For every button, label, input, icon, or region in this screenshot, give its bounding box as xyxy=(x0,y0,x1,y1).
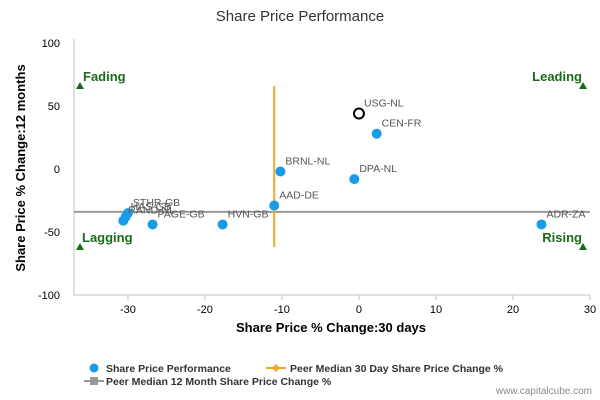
x-tick-label: 0 xyxy=(356,304,362,316)
data-label-sthr-gb: STHR-GB xyxy=(133,197,180,209)
data-point-usg-nl xyxy=(352,107,365,120)
chart-title: Share Price Performance xyxy=(216,8,384,25)
data-label-adr-za: ADR-ZA xyxy=(546,208,585,220)
data-label-usg-nl: USG-NL xyxy=(364,98,404,110)
y-tick-label: -50 xyxy=(44,227,60,239)
quadrant-label-leading: Leading xyxy=(532,69,582,84)
data-label-hvn-gb: HVN-GB xyxy=(228,208,269,220)
quadrant-marker-rising xyxy=(579,243,587,250)
data-label-cen-fr: CEN-FR xyxy=(382,118,422,130)
y-axis-label: Share Price % Change:12 months xyxy=(13,64,28,271)
data-point-adr-za xyxy=(536,219,547,230)
quadrant-marker-leading xyxy=(579,82,587,89)
quadrant-marker-lagging xyxy=(76,243,84,250)
legend-item-peer-12-month: Peer Median 12 Month Share Price Change … xyxy=(106,376,332,388)
quadrant-label-fading: Fading xyxy=(83,69,126,84)
data-label-brnl-nl: BRNL-NL xyxy=(285,156,330,168)
data-point-hvn-gb xyxy=(217,219,228,230)
y-tick-label: 50 xyxy=(48,101,60,113)
data-label-dpa-nl: DPA-NL xyxy=(359,163,397,175)
x-tick-label: -30 xyxy=(120,304,136,316)
quadrant-label-lagging: Lagging xyxy=(82,230,133,245)
data-point-cen-fr xyxy=(371,128,382,139)
data-label-page-gb: PAGE-GB xyxy=(158,208,205,220)
data-label-rand-nl: RAND-NL xyxy=(128,205,175,217)
quadrant-marker-fading xyxy=(76,82,84,89)
x-axis-label: Share Price % Change:30 days xyxy=(236,320,426,335)
legend-item-share-price: Share Price Performance xyxy=(106,363,231,375)
x-tick-label: 10 xyxy=(430,304,442,316)
data-label-aad-de: AAD-DE xyxy=(279,190,319,202)
data-label-has-gb: HAS-GB xyxy=(131,201,171,213)
legend: Share Price Performance Peer Median 30 D… xyxy=(84,363,504,388)
data-point-dpa-nl xyxy=(349,174,360,185)
data-point-rand-nl xyxy=(118,215,129,226)
y-tick-label: -100 xyxy=(38,290,60,302)
legend-marker-peer-30-day xyxy=(272,364,280,372)
x-tick-label: 20 xyxy=(507,304,519,316)
legend-item-peer-30-day: Peer Median 30 Day Share Price Change % xyxy=(290,363,504,375)
data-point-aad-de xyxy=(269,200,280,211)
quadrant-label-rising: Rising xyxy=(542,230,582,245)
x-tick-label: -20 xyxy=(197,304,213,316)
y-tick-label: 0 xyxy=(54,164,60,176)
x-tick-label: -10 xyxy=(274,304,290,316)
legend-marker-share-price xyxy=(89,363,99,373)
data-point-brnl-nl xyxy=(275,166,286,177)
data-point-page-gb xyxy=(147,219,158,230)
legend-marker-peer-12-month xyxy=(90,377,98,385)
x-tick-label: 30 xyxy=(584,304,596,316)
watermark: www.capitalcube.com xyxy=(495,386,592,397)
y-tick-label: 100 xyxy=(42,38,60,50)
